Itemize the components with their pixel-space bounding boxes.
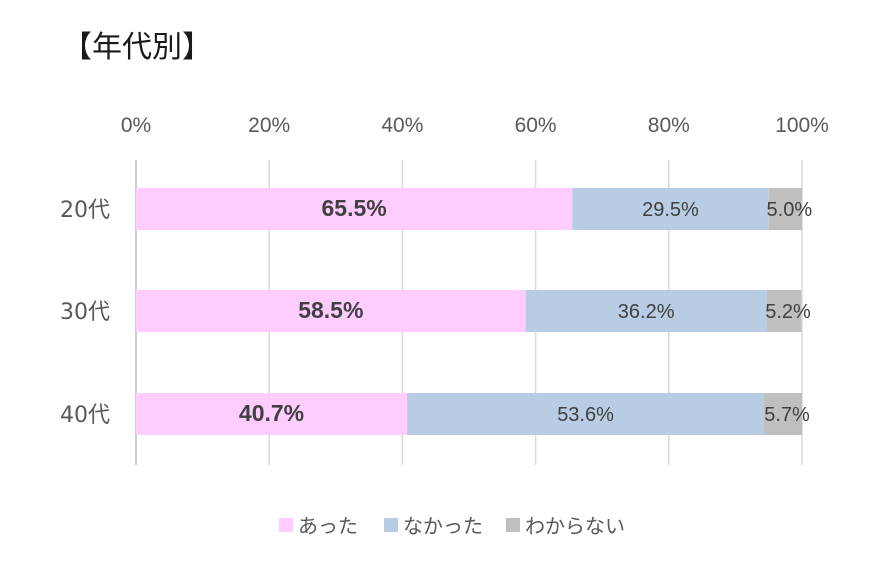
data-label: 36.2% [618,301,675,323]
category-label: 40代 [60,403,110,428]
bar-segment [407,393,765,435]
legend-item: わからない [506,514,625,538]
category-label: 30代 [60,300,110,325]
data-label: 5.2% [765,301,811,323]
x-tick-label: 100% [775,114,829,137]
legend-swatch [279,518,293,532]
data-label: 58.5% [298,297,363,323]
data-label: 5.7% [764,404,810,426]
bar-segment [136,188,573,230]
bars [136,188,802,435]
x-tick-label: 20% [248,114,290,137]
bar-segment [768,188,802,230]
data-label: 53.6% [557,404,614,426]
legend-label: あった [298,514,358,538]
chart-title: 【年代別】 [62,30,212,65]
data-labels: 65.5% 29.5% 5.0% 58.5% 36.2% 5.2% 40.7% 53.6% 5.… [239,195,812,426]
category-labels: 20代 30代 40代 [60,198,110,428]
bar-segment [136,393,408,435]
bar-segment [136,290,526,332]
data-label: 5.0% [767,199,813,221]
legend-label: わからない [525,514,625,538]
x-axis-ticks: 0% 20% 40% 60% 80% 100% [121,114,829,137]
data-label: 29.5% [642,199,699,221]
bar-segment [764,393,802,435]
legend-item: なかった [384,514,483,538]
data-label: 40.7% [239,400,304,426]
x-tick-label: 60% [515,114,557,137]
x-tick-label: 40% [381,114,423,137]
legend-swatch [384,518,398,532]
legend: あった なかった わからない [279,514,625,538]
category-label: 20代 [60,198,110,223]
x-tick-label: 0% [121,114,151,137]
legend-item: あった [279,514,358,538]
legend-swatch [506,518,520,532]
x-tick-label: 80% [648,114,690,137]
bar-segment [525,290,767,332]
legend-label: なかった [403,514,483,538]
data-label: 65.5% [322,195,387,221]
bar-segment [766,290,802,332]
bar-segment [572,188,769,230]
